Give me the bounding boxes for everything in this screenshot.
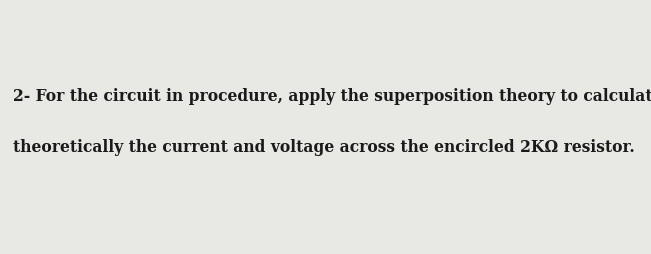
Text: theoretically the current and voltage across the encircled 2KΩ resistor.: theoretically the current and voltage ac… [13, 139, 635, 156]
Text: 2- For the circuit in procedure, apply the superposition theory to calculate: 2- For the circuit in procedure, apply t… [13, 88, 651, 105]
